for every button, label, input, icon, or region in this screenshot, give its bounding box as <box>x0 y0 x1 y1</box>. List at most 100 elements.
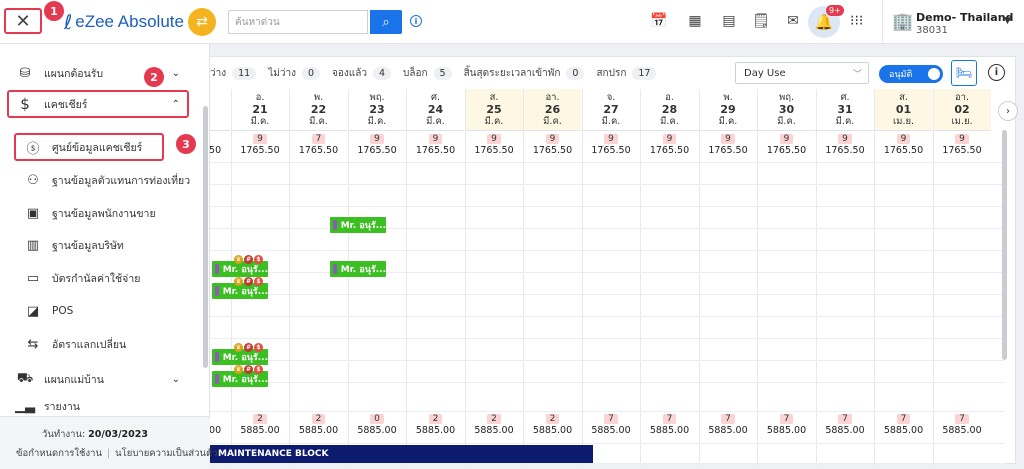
calendar-add-icon[interactable]: 📅 <box>650 13 668 29</box>
sidebar-scrollbar[interactable] <box>203 106 208 368</box>
privacy-link[interactable]: นโยบายความเป็นส่วนตัว <box>115 448 218 459</box>
help-info-icon[interactable]: i <box>988 64 1005 81</box>
availability-cell[interactable]: 51765.50 <box>210 133 230 156</box>
availability-count: 2 <box>253 414 267 424</box>
status-due-out[interactable]: สิ้นสุดระยะเวลาเข้าพัก 0 <box>464 66 585 81</box>
day-header[interactable]: พ. 29 มี.ค. <box>699 89 757 131</box>
availability-cell[interactable]: 9 1765.50 <box>524 133 581 156</box>
status-occupied[interactable]: ไม่ว่าง 0 <box>268 66 320 81</box>
maintenance-block[interactable]: MAINTENANCE BLOCK <box>210 445 593 463</box>
app-logo[interactable]: ℓ eZee Absolute <box>64 10 184 34</box>
approve-toggle[interactable]: อนุมัติ <box>879 65 943 83</box>
day-header[interactable]: ส. 25 มี.ค. <box>465 89 523 131</box>
availability-cell[interactable]: 7 5885.00 <box>875 413 932 436</box>
close-menu-button[interactable]: ✕ <box>4 8 42 34</box>
availability-cell[interactable]: 9 1765.50 <box>349 133 406 156</box>
day-of-week: ศ. <box>840 92 850 103</box>
hotel-name[interactable]: Demo- Thailand <box>916 11 1014 24</box>
availability-cell[interactable]: 9 1765.50 <box>232 133 289 156</box>
availability-cell[interactable]: 7 1765.50 <box>290 133 347 156</box>
sidebar-item-exchange-rate[interactable]: ⇆ อัตราแลกเปลี่ยน <box>22 329 222 359</box>
day-header[interactable]: ศ. 24 มี.ค. <box>407 89 464 131</box>
status-blocked[interactable]: บล็อก 5 <box>403 66 452 81</box>
availability-cell[interactable]: 7 5885.00 <box>700 413 757 436</box>
sidebar-item-housekeeping[interactable]: ⛟ แผนกแม่บ้าน ⌄ <box>14 364 214 394</box>
day-header[interactable]: พ. 22 มี.ค. <box>290 89 347 131</box>
day-header[interactable]: จ. 27 มี.ค. <box>582 89 640 131</box>
rate-value: 5885.00 <box>474 425 514 436</box>
next-dates-button[interactable]: › <box>998 101 1018 121</box>
day-header[interactable]: อา. 26 มี.ค. <box>524 89 581 131</box>
sidebar-item-front-desk[interactable]: ⛁ แผนกต้อนรับ ⌄ <box>14 58 214 88</box>
view-select[interactable]: Day Use ﹀ <box>735 62 869 84</box>
availability-cell[interactable]: 9 1765.50 <box>466 133 523 156</box>
booking-bar[interactable]: Mr. อนุรั... ♛ # $ <box>212 255 268 277</box>
availability-cell[interactable]: 9 1765.50 <box>641 133 698 156</box>
availability-cell[interactable]: 9 1765.50 <box>934 133 991 156</box>
apps-grid-icon[interactable]: ⁝⁝⁝ <box>850 13 864 29</box>
availability-cell[interactable]: 7 5885.00 <box>758 413 815 436</box>
sidebar-item-voucher[interactable]: ▭ บัตรกำนัลค่าใช้จ่าย <box>22 263 222 293</box>
availability-cell[interactable]: 9 1765.50 <box>875 133 932 156</box>
invoice-icon[interactable]: 🗒 <box>752 13 770 29</box>
terms-link[interactable]: ข้อกำหนดการใช้งาน <box>16 448 102 459</box>
search-button[interactable]: ⌕ <box>370 10 402 34</box>
mail-icon[interactable]: ✉ <box>787 13 799 29</box>
ezee-logo-icon: ℓ <box>64 10 73 34</box>
grid-line <box>210 162 1005 163</box>
rate-value: 5885.00 <box>766 425 807 436</box>
availability-cell[interactable]: 0 5885.00 <box>349 413 406 436</box>
day-header[interactable]: จ.20มี.ค. <box>210 89 230 131</box>
booking-bar[interactable]: Mr. อนุรั... <box>330 261 386 277</box>
sidebar-item-travel-agent[interactable]: ⚇ ฐานข้อมูลตัวแทนการท่องเที่ยว <box>22 165 222 195</box>
booking-bar[interactable]: Mr. อนุรั... ♛ # $ <box>212 343 268 365</box>
day-header[interactable]: พฤ. 23 มี.ค. <box>348 89 406 131</box>
calendar-icon[interactable]: ▤ <box>722 13 736 29</box>
availability-cell[interactable]: 9 1765.50 <box>817 133 874 156</box>
availability-cell[interactable]: 7 5885.00 <box>583 413 640 436</box>
booking-bar[interactable]: Mr. อนุรั... <box>330 217 386 233</box>
status-vacant[interactable]: ว่าง 11 <box>210 66 257 81</box>
availability-count: 2 <box>311 414 326 424</box>
calendar-check-icon[interactable]: ▦ <box>688 13 702 29</box>
sidebar-item-company[interactable]: ▥ ฐานข้อมูลบริษัท <box>22 230 222 260</box>
day-header[interactable]: ศ. 31 มี.ค. <box>816 89 874 131</box>
availability-cell[interactable]: 9 1765.50 <box>700 133 757 156</box>
caret-down-icon[interactable]: ▼ <box>1004 16 1011 26</box>
day-header[interactable]: ส. 01 เม.ย. <box>875 89 932 131</box>
day-header[interactable]: อ. 21 มี.ค. <box>231 89 289 131</box>
status-dirty[interactable]: สกปรก 17 <box>596 66 657 81</box>
availability-cell[interactable]: 9 1765.50 <box>758 133 815 156</box>
sidebar-item-sales-person[interactable]: ▣ ฐานข้อมูลพนักงานขาย <box>22 198 222 228</box>
room-view-button[interactable]: 🛏 <box>951 60 977 86</box>
status-reserved[interactable]: จองแล้ว 4 <box>332 66 391 81</box>
availability-cell[interactable]: 7 5885.00 <box>934 413 991 436</box>
availability-count: 9 <box>487 134 501 144</box>
availability-cell[interactable]: 7 5885.00 <box>641 413 698 436</box>
day-header[interactable]: พฤ. 30 มี.ค. <box>758 89 815 131</box>
sidebar-item-reports[interactable]: ▁▃ รายงาน <box>15 398 80 414</box>
sidebar-item-cashier[interactable]: $ แคชเชียร์ ⌃ <box>14 89 214 119</box>
hotel-code: 38031 <box>916 25 948 36</box>
availability-cell[interactable]: 9 1765.50 <box>583 133 640 156</box>
info-icon[interactable]: i <box>410 15 422 27</box>
booking-bar[interactable]: Mr. อนุรั... ♛ # $ <box>212 365 268 387</box>
sidebar-item-pos[interactable]: ◪ POS <box>22 296 222 326</box>
toggle-knob <box>928 68 940 80</box>
quick-search-input[interactable]: ค้นหาด่วน <box>228 10 368 34</box>
grid-scrollbar[interactable] <box>1002 130 1007 360</box>
booking-bar[interactable]: Mr. อนุรั... ♛ # $ <box>212 277 268 299</box>
availability-cell[interactable]: 9 1765.50 <box>407 133 464 156</box>
day-header[interactable]: อ. 28 มี.ค. <box>641 89 698 131</box>
switch-property-button[interactable]: ⇄ <box>188 8 216 36</box>
availability-cell[interactable]: 7 5885.00 <box>817 413 874 436</box>
sidebar-item-cashier-center[interactable]: ⓢ ศูนย์ข้อมูลแคชเชียร์ <box>22 132 222 162</box>
day-header[interactable]: อา. 02 เม.ย. <box>933 89 991 131</box>
